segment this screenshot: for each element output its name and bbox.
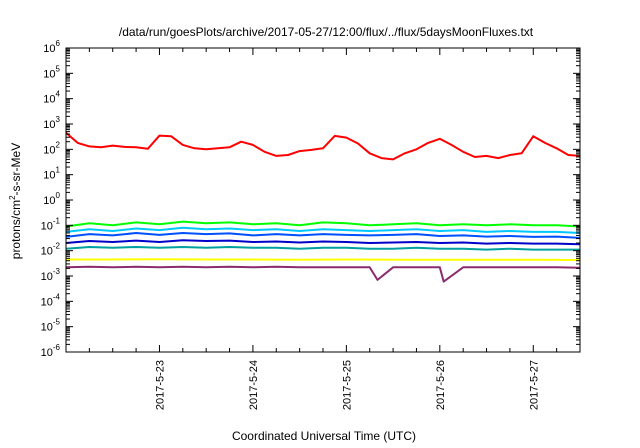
series-line-3 — [65, 226, 581, 234]
y-tick-label: 10-5 — [41, 318, 61, 334]
series-line-4 — [65, 232, 581, 239]
y-tick-label: 10-1 — [41, 216, 61, 232]
y-tick-label: 102 — [43, 140, 60, 156]
y-axis-label-rest: -s-sr-MeV — [9, 143, 23, 196]
y-tick-label: 104 — [43, 90, 60, 106]
chart-title: /data/run/goesPlots/archive/2017-05-27/1… — [119, 25, 534, 39]
x-tick-label: 2017-5-27 — [528, 360, 540, 410]
y-tick-label: 10-4 — [41, 292, 61, 308]
x-axis: 2017-5-23 2017-5-24 2017-5-25 2017-5-26 2017… — [65, 48, 581, 410]
x-tick-label: 2017-5-24 — [248, 360, 260, 410]
x-tick-label: 2017-5-25 — [341, 360, 353, 410]
y-axis-label-base: protons/cm — [9, 200, 23, 259]
y-tick-label: 103 — [43, 115, 60, 131]
y-tick-label: 106 — [43, 39, 60, 55]
x-tick-label: 2017-5-26 — [435, 360, 447, 410]
y-tick-label: 10-6 — [41, 343, 61, 359]
y-tick-label: 101 — [43, 166, 60, 182]
y-axis: 10-6 10-5 10-4 10-3 10-2 10-1 100 101 102 103 104 1… — [41, 39, 580, 359]
x-tick-label: 2017-5-23 — [154, 360, 166, 410]
series-line-1 — [65, 132, 581, 161]
y-tick-label: 10-3 — [41, 267, 61, 283]
series-line-5 — [65, 239, 581, 246]
plot-area — [65, 132, 581, 283]
y-tick-label: 100 — [43, 191, 60, 207]
plot-frame — [65, 47, 581, 353]
y-tick-label: 105 — [43, 64, 60, 80]
y-axis-label-sup: 2 — [8, 195, 17, 200]
x-axis-label: Coordinated Universal Time (UTC) — [232, 429, 416, 443]
series-line-7 — [66, 258, 581, 261]
series-line-6 — [65, 246, 580, 251]
series-line-8 — [65, 265, 581, 283]
series-line-2 — [65, 220, 581, 228]
y-tick-label: 10-2 — [41, 242, 61, 258]
y-axis-label: protons/cm2-s-sr-MeV — [8, 143, 23, 259]
